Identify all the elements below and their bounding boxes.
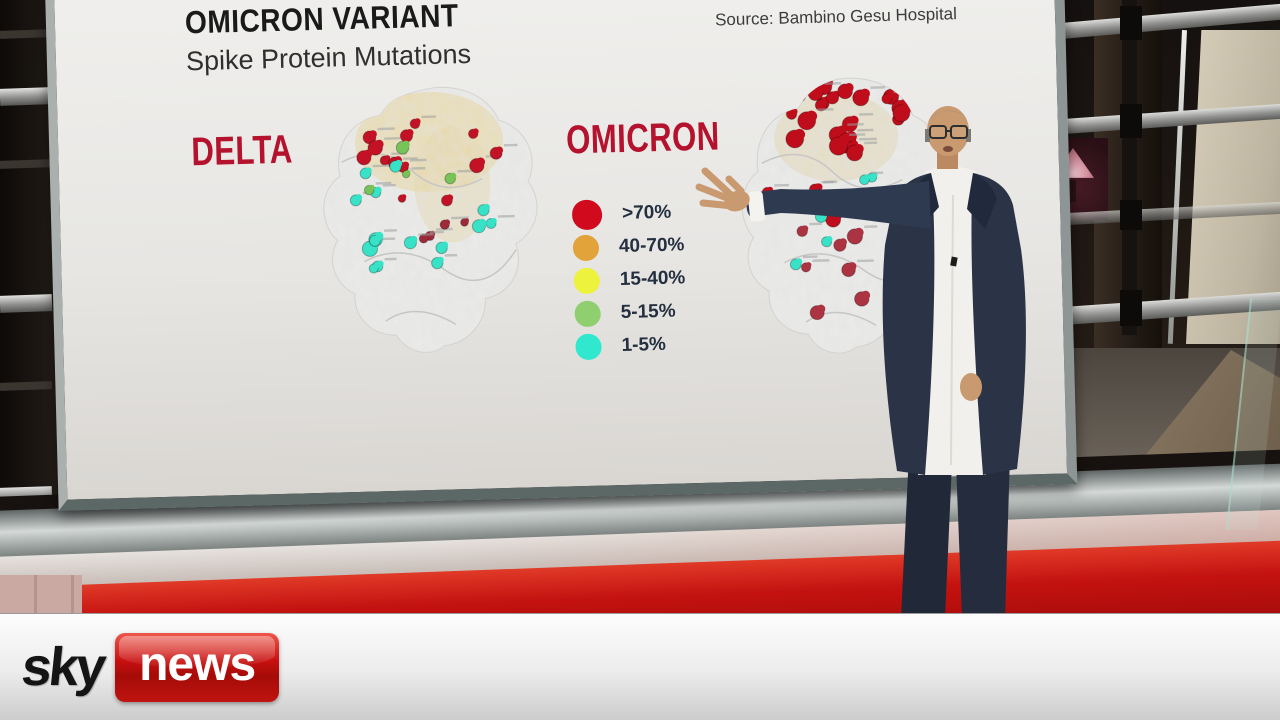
sky-news-logo: sky news bbox=[18, 632, 280, 702]
studio-side-panel bbox=[1186, 30, 1280, 344]
presenter-jacket bbox=[882, 173, 935, 475]
presenter-leg bbox=[901, 453, 952, 618]
legend-label: >70% bbox=[621, 201, 672, 224]
subheadline: Spike Protein Mutations bbox=[185, 38, 472, 77]
legend-swatch bbox=[572, 234, 600, 262]
presenter-hand bbox=[960, 373, 982, 401]
floor-tiles bbox=[0, 575, 82, 617]
beam-bracket-icon bbox=[1120, 104, 1142, 138]
legend-label: 40-70% bbox=[618, 234, 685, 258]
presenter bbox=[695, 106, 1026, 618]
presenter-leg bbox=[956, 455, 1010, 618]
presenter-hair-side bbox=[925, 129, 930, 142]
beam-bracket-icon bbox=[1120, 200, 1142, 230]
legend-item: 1-5% bbox=[575, 331, 687, 361]
legend-item: 5-15% bbox=[574, 298, 686, 328]
headline: OMICRON VARIANT bbox=[184, 0, 459, 41]
delta-protein-figure bbox=[320, 84, 541, 355]
scaffold-beam bbox=[0, 87, 53, 106]
jacket-lapel bbox=[967, 173, 997, 229]
legend-label: 5-15% bbox=[620, 300, 676, 324]
scaffold-beam bbox=[0, 159, 53, 169]
legend-label: 15-40% bbox=[619, 267, 686, 291]
legend-item: 40-70% bbox=[572, 232, 685, 262]
protein-texture bbox=[320, 84, 541, 355]
source-attribution: Source: Bambino Gesu Hospital bbox=[714, 4, 958, 30]
presenter-arm bbox=[746, 181, 931, 229]
presenter-hair-side bbox=[966, 129, 971, 142]
pointing-fingers bbox=[695, 167, 745, 210]
scaffold-beam bbox=[0, 29, 53, 39]
scaffold-beam bbox=[0, 294, 53, 313]
shirt-cuff bbox=[747, 191, 766, 222]
delta-mutation-markers bbox=[349, 115, 518, 274]
scaffold-bracket-column bbox=[1122, 0, 1137, 335]
lapel-mic-icon bbox=[950, 256, 958, 267]
logo-news-text: news bbox=[115, 632, 280, 702]
shirt-placket bbox=[950, 194, 954, 466]
legend: >70% 40-70% 15-40% 5-15% 1-5% bbox=[571, 199, 688, 367]
presenter-mouth bbox=[943, 146, 953, 152]
glasses-icon bbox=[929, 125, 947, 139]
glasses-icon bbox=[950, 125, 968, 139]
presenter-jacket bbox=[971, 173, 1026, 475]
scaffold-beam bbox=[0, 381, 53, 391]
beam-bracket-icon bbox=[1120, 290, 1142, 326]
legend-swatch bbox=[574, 300, 602, 328]
lower-third-bar: sky news bbox=[0, 613, 1280, 720]
legend-swatch bbox=[575, 333, 602, 361]
legend-item: 15-40% bbox=[573, 265, 686, 295]
delta-label: DELTA bbox=[190, 127, 294, 175]
legend-label: 1-5% bbox=[621, 333, 667, 357]
studio-lamp-stand bbox=[1069, 180, 1076, 202]
beam-bracket-icon bbox=[1120, 6, 1142, 40]
logo-sky-text: sky bbox=[18, 637, 107, 697]
legend-swatch bbox=[573, 267, 601, 295]
legend-item: >70% bbox=[571, 199, 684, 231]
legend-swatch bbox=[571, 199, 603, 231]
